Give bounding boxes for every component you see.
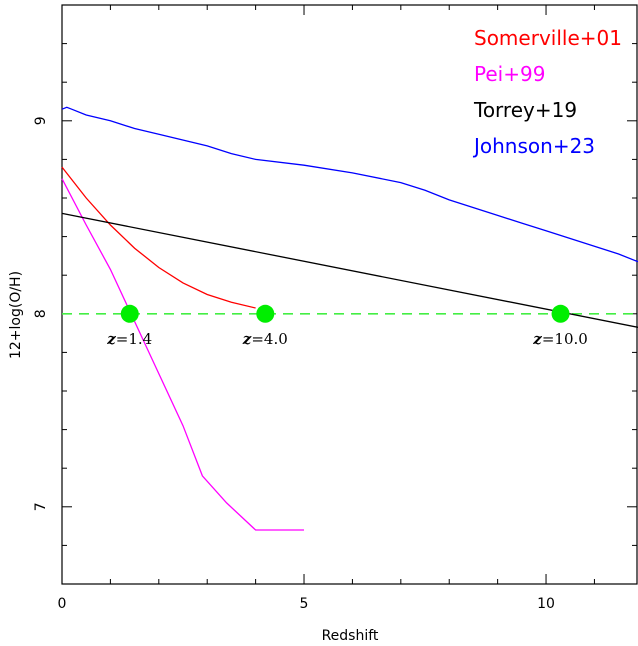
axis-ticks: 0 5 10 7 8 9 — [33, 4, 637, 612]
series-line-pei-99 — [61, 178, 304, 531]
y-tick-label: 8 — [33, 309, 49, 318]
legend: Somerville+01 Pei+99 Torrey+19 Johnson+23 — [472, 26, 622, 158]
x-axis-label: Redshift — [322, 628, 379, 644]
y-tick-label: 9 — [33, 116, 49, 125]
marker-label-prefix: z — [532, 330, 542, 348]
redshift-marker — [256, 304, 275, 323]
y-tick-label: 7 — [33, 502, 49, 511]
series-line-somerville-01 — [61, 166, 256, 309]
y-axis-label: 12+log(O/H) — [8, 271, 24, 359]
redshift-marker-label: z=10.0 — [532, 330, 588, 348]
x-tick-label: 10 — [537, 596, 555, 612]
x-tick-label: 5 — [300, 596, 309, 612]
plot-border — [61, 4, 638, 585]
x-tick-label: 0 — [58, 596, 67, 612]
series-group — [61, 106, 638, 531]
redshift-marker-label: z=1.4 — [106, 330, 152, 348]
legend-entry: Somerville+01 — [474, 26, 622, 50]
series-line-johnson-23 — [61, 106, 638, 263]
legend-entry: Pei+99 — [474, 62, 545, 86]
marker-label-prefix: z — [242, 330, 252, 348]
markers-group: z=1.4 z=4.0 z=10.0 — [106, 304, 588, 348]
redshift-marker-label: z=4.0 — [242, 330, 288, 348]
legend-entry: Torrey+19 — [473, 98, 577, 122]
marker-label-prefix: z — [106, 330, 116, 348]
legend-entry: Johnson+23 — [472, 134, 595, 158]
marker-label-value: =10.0 — [542, 330, 588, 348]
redshift-marker — [120, 304, 139, 323]
marker-label-value: =1.4 — [116, 330, 152, 348]
series-line-torrey-19 — [61, 212, 638, 328]
redshift-marker — [551, 304, 570, 323]
marker-label-value: =4.0 — [251, 330, 287, 348]
plot-frame — [61, 4, 638, 585]
